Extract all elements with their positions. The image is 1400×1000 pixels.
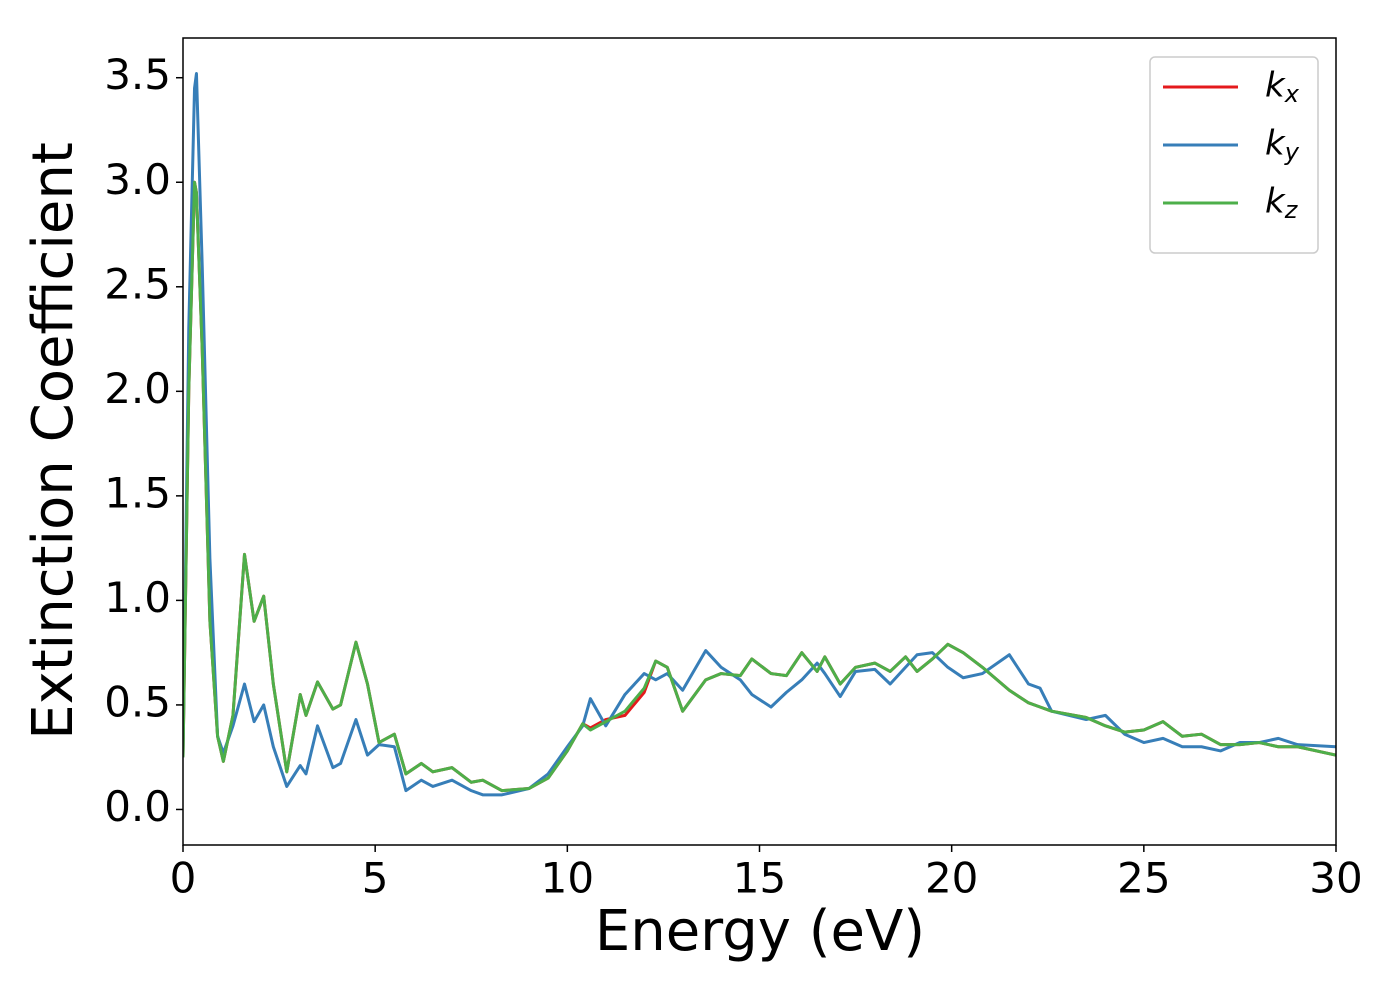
x-tick-label: 5 [362, 854, 389, 903]
y-tick-label: 2.5 [104, 259, 171, 308]
y-tick-label: 0.0 [104, 782, 171, 831]
x-tick-label: 10 [541, 854, 594, 903]
x-tick-label: 25 [1117, 854, 1170, 903]
data-line [183, 180, 1336, 793]
y-tick-label: 2.0 [104, 364, 171, 413]
legend-subscript: x [1284, 80, 1300, 108]
plot-area [183, 72, 1336, 797]
x-tick-label: 30 [1309, 854, 1362, 903]
x-tick-label: 15 [733, 854, 786, 903]
x-axis-label: Energy (eV) [595, 899, 925, 964]
y-tick-label: 1.5 [104, 468, 171, 517]
y-tick-label: 1.0 [104, 573, 171, 622]
legend-subscript: z [1284, 196, 1299, 224]
x-tick-label: 0 [170, 854, 197, 903]
y-axis-label: Extinction Coefficient [21, 142, 86, 740]
legend-subscript: y [1284, 138, 1300, 166]
y-tick-label: 0.5 [104, 677, 171, 726]
y-tick-label: 3.5 [104, 50, 171, 99]
y-tick-label: 3.0 [104, 155, 171, 204]
x-tick-label: 20 [925, 854, 978, 903]
